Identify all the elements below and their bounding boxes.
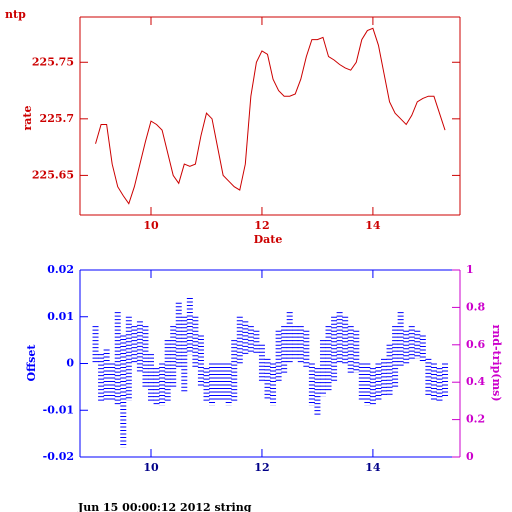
x-tick-label: 10 [143,461,159,474]
y2-tick-label: 0.2 [466,413,485,426]
x-tick-label: 10 [143,219,159,232]
y2-axis-label: rnd-trip(ms) [490,324,503,401]
y-tick-label: 0 [66,357,74,370]
y-axis-label: rate [21,105,34,130]
y2-tick-label: 1 [466,263,474,276]
y-tick-label: 0.01 [47,310,74,323]
x-tick-label: 14 [365,219,381,232]
y2-tick-label: 0 [466,450,474,463]
data-line [95,27,446,205]
x-axis-label: Date [254,233,283,246]
y-tick-label: -0.02 [43,450,74,463]
y-tick-label: 225.75 [32,55,74,68]
chart-title: ntp [5,8,26,21]
x-tick-label: 12 [254,219,269,232]
x-tick-label: 14 [365,461,381,474]
y-axis-label: Offset [25,344,38,382]
y2-tick-label: 0.6 [466,338,485,351]
footer: Jun 15 00:00:12 2012 string [77,501,252,512]
y2-tick-label: 0.4 [466,375,485,388]
y-tick-label: 225.7 [40,112,74,125]
x-tick-label: 12 [254,461,269,474]
y-tick-label: -0.01 [43,403,74,416]
y2-tick-label: 0.8 [466,300,485,313]
y-tick-label: 0.02 [47,263,74,276]
y-tick-label: 225.65 [32,168,74,181]
